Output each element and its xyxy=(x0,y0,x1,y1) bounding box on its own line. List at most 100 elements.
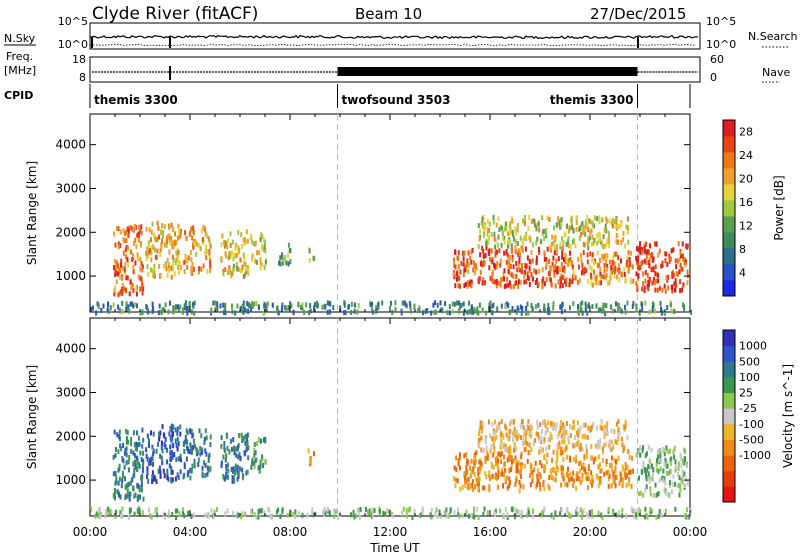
scatter-cell xyxy=(523,220,526,226)
scatter-cell xyxy=(639,490,642,496)
scatter-cell xyxy=(514,507,517,513)
scatter-cell xyxy=(102,303,105,309)
scatter-cell xyxy=(189,467,192,473)
scatter-cell xyxy=(167,262,170,268)
nave-tick-top: 60 xyxy=(710,53,724,66)
scatter-cell xyxy=(533,268,536,274)
date-label: 27/Dec/2015 xyxy=(590,5,686,23)
scatter-cell xyxy=(608,439,611,445)
scatter-cell xyxy=(246,301,249,306)
scatter-cell xyxy=(239,306,242,311)
scatter-cell xyxy=(553,225,555,231)
scatter-cell xyxy=(538,472,541,478)
scatter-cell xyxy=(156,236,159,242)
scatter-cell xyxy=(242,274,245,280)
scatter-cell xyxy=(171,254,174,260)
scatter-cell xyxy=(119,243,122,249)
scatter-cell xyxy=(561,249,564,255)
scatter-cell xyxy=(494,237,497,243)
scatter-cell xyxy=(496,484,499,490)
scatter-cell xyxy=(609,275,612,281)
scatter-cell xyxy=(251,239,254,245)
scatter-cell xyxy=(577,432,580,438)
x-tick-label: 20:00 xyxy=(573,525,608,539)
scatter-cell xyxy=(589,251,592,257)
scatter-cell xyxy=(172,424,175,430)
scatter-cell xyxy=(183,439,186,445)
scatter-cell xyxy=(497,465,499,471)
scatter-cell xyxy=(628,477,631,482)
scatter-cell xyxy=(581,472,584,478)
scatter-cell xyxy=(630,506,633,512)
scatter-cell xyxy=(207,466,209,472)
scatter-cell xyxy=(620,222,623,228)
scatter-cell xyxy=(550,421,553,427)
scatter-cell xyxy=(478,437,481,443)
scatter-cell xyxy=(568,228,570,234)
scatter-cell xyxy=(597,454,600,460)
scatter-cell xyxy=(665,251,667,257)
scatter-cell xyxy=(610,304,612,310)
colorbar-tick-label: 28 xyxy=(739,126,753,139)
scatter-cell xyxy=(467,483,470,489)
scatter-cell xyxy=(475,477,478,483)
scatter-cell xyxy=(597,232,600,238)
scatter-cell xyxy=(142,286,145,292)
scatter-cell xyxy=(615,458,618,464)
scatter-cell xyxy=(527,419,530,425)
scatter-cell xyxy=(510,243,513,249)
scatter-cell xyxy=(579,442,582,448)
scatter-cell xyxy=(511,459,513,465)
scatter-cell xyxy=(480,460,483,466)
scatter-cell xyxy=(524,263,527,268)
scatter-cell xyxy=(165,242,168,248)
scatter-cell xyxy=(529,473,532,479)
scatter-cell xyxy=(516,468,519,474)
scatter-cell xyxy=(620,271,623,277)
scatter-cell xyxy=(236,303,239,309)
scatter-cell xyxy=(564,481,567,487)
scatter-cell xyxy=(239,268,242,274)
scatter-cell xyxy=(516,509,519,515)
scatter-cell xyxy=(453,301,456,307)
scatter-cell xyxy=(555,471,558,477)
cpid-row: themis 3300 twofsound 3503 themis 3300 xyxy=(89,84,691,108)
scatter-cell xyxy=(583,453,586,459)
scatter-cell xyxy=(106,307,109,313)
scatter-cell xyxy=(617,430,619,436)
colorbar-swatch xyxy=(723,408,735,425)
scatter-cell xyxy=(371,309,374,315)
scatter-cell xyxy=(574,243,577,249)
scatter-cell xyxy=(638,450,641,455)
scatter-cell xyxy=(122,237,125,243)
scatter-cell xyxy=(490,248,493,254)
scatter-cell xyxy=(509,421,512,427)
scatter-cell xyxy=(626,255,629,261)
scatter-cell xyxy=(589,479,592,485)
scatter-cell xyxy=(237,454,240,460)
scatter-cell xyxy=(517,251,520,257)
scatter-cell xyxy=(558,444,561,449)
scatter-cell xyxy=(483,261,486,267)
scatter-cell xyxy=(125,254,127,260)
scatter-cell xyxy=(506,515,509,520)
x-tick-label: 16:00 xyxy=(473,525,508,539)
scatter-cell xyxy=(587,425,590,431)
scatter-cell xyxy=(482,485,485,491)
scatter-cell xyxy=(590,280,593,286)
scatter-cell xyxy=(528,259,531,264)
scatter-cell xyxy=(408,507,410,513)
scatter-cell xyxy=(578,236,581,241)
scatter-cell xyxy=(582,241,585,247)
scatter-cell xyxy=(565,281,568,287)
scatter-cell xyxy=(525,305,528,311)
scatter-cell xyxy=(284,305,287,311)
scatter-cell xyxy=(591,241,593,247)
scatter-cell xyxy=(140,230,143,236)
scatter-cell xyxy=(645,249,648,255)
scatter-cell xyxy=(177,265,180,270)
scatter-cell xyxy=(579,460,582,466)
scatter-cell xyxy=(579,507,582,513)
scatter-cell xyxy=(497,451,500,457)
scatter-cell xyxy=(462,301,465,307)
